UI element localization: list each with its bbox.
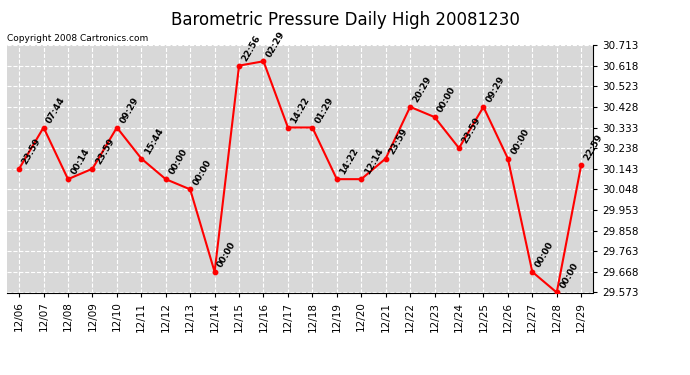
Text: 09:29: 09:29 [485, 75, 507, 104]
Point [160, 176, 171, 182]
Point [111, 124, 122, 130]
Point [258, 58, 269, 64]
Text: Barometric Pressure Daily High 20081230: Barometric Pressure Daily High 20081230 [170, 11, 520, 29]
Point [233, 63, 244, 69]
Point [526, 269, 538, 275]
Text: 00:00: 00:00 [192, 158, 213, 187]
Point [185, 186, 196, 192]
Text: 12:14: 12:14 [363, 147, 385, 176]
Text: 14:22: 14:22 [289, 95, 311, 125]
Point [404, 104, 415, 110]
Point [14, 166, 25, 172]
Text: 00:00: 00:00 [216, 240, 238, 269]
Point [478, 104, 489, 110]
Text: Copyright 2008 Cartronics.com: Copyright 2008 Cartronics.com [7, 33, 148, 42]
Text: 14:22: 14:22 [338, 147, 360, 176]
Point [380, 156, 391, 162]
Text: 00:00: 00:00 [558, 261, 580, 290]
Text: 07:44: 07:44 [45, 95, 67, 125]
Text: 00:00: 00:00 [167, 147, 189, 176]
Text: 00:00: 00:00 [509, 127, 531, 156]
Text: 20:29: 20:29 [411, 75, 433, 104]
Text: 23:59: 23:59 [94, 136, 116, 166]
Point [453, 145, 464, 151]
Point [502, 156, 513, 162]
Point [429, 114, 440, 120]
Text: 01:29: 01:29 [314, 95, 336, 125]
Text: 00:00: 00:00 [436, 86, 457, 114]
Point [209, 269, 220, 275]
Text: 00:00: 00:00 [533, 240, 555, 269]
Text: 23:59: 23:59 [21, 136, 43, 166]
Point [63, 176, 74, 182]
Point [575, 162, 586, 168]
Point [331, 176, 342, 182]
Text: 00:14: 00:14 [70, 147, 92, 176]
Point [551, 290, 562, 296]
Text: 02:29: 02:29 [265, 29, 287, 58]
Text: 23:59: 23:59 [460, 116, 482, 146]
Point [38, 124, 49, 130]
Text: 09:29: 09:29 [118, 95, 141, 125]
Point [87, 166, 98, 172]
Point [282, 124, 293, 130]
Text: 22:59: 22:59 [582, 133, 604, 162]
Text: 23:59: 23:59 [387, 126, 409, 156]
Point [136, 156, 147, 162]
Text: 15:44: 15:44 [143, 126, 165, 156]
Point [307, 124, 318, 130]
Point [356, 176, 367, 182]
Text: 22:56: 22:56 [240, 33, 263, 63]
